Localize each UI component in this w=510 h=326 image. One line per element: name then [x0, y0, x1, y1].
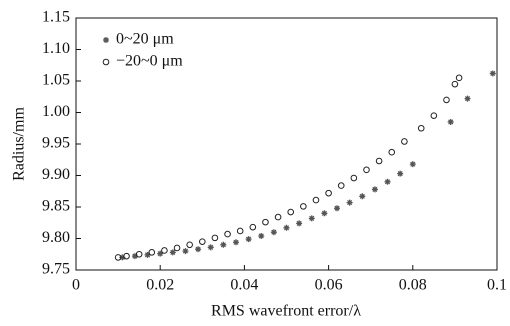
- scatter-point: [296, 220, 303, 227]
- scatter-point: [135, 250, 143, 258]
- scatter-point: [182, 248, 189, 255]
- scatter-point: [232, 239, 239, 246]
- legend-label: −20~0 μm: [116, 53, 183, 70]
- scatter-point: [401, 138, 408, 145]
- y-tick-label: 9.80: [42, 229, 70, 246]
- scatter-point: [195, 246, 202, 253]
- scatter-point: [144, 251, 151, 258]
- y-axis-label: Radius/mm: [11, 107, 28, 181]
- scatter-point: [359, 193, 366, 200]
- scatter-point: [131, 253, 138, 260]
- scatter-point: [464, 95, 471, 102]
- y-tick-label: 1.05: [42, 72, 70, 89]
- scatter-point: [409, 161, 416, 168]
- scatter-point: [258, 232, 265, 239]
- scatter-point: [173, 244, 181, 252]
- legend-marker: [102, 58, 110, 66]
- scatter-point: [249, 223, 257, 231]
- x-axis-label: RMS wavefront error/λ: [211, 303, 361, 320]
- scatter-point: [334, 205, 341, 212]
- scatter-point: [321, 210, 328, 217]
- scatter-point: [337, 182, 345, 189]
- x-tick-label: 0.02: [146, 277, 174, 294]
- x-tick-label: 0.06: [315, 277, 343, 294]
- scatter-point: [451, 80, 459, 88]
- y-tick-label: 1.00: [42, 103, 70, 120]
- y-tick-label: 9.90: [42, 166, 70, 183]
- y-tick-label: 9.85: [42, 198, 70, 215]
- scatter-point: [325, 189, 332, 197]
- scatter-point: [283, 224, 290, 231]
- scatter-point: [417, 124, 425, 132]
- scatter-point: [270, 229, 277, 236]
- scatter-point: [430, 112, 438, 119]
- scatter-point: [350, 174, 358, 182]
- scatter-point: [388, 148, 396, 156]
- y-tick-label: 9.95: [42, 135, 70, 152]
- x-tick-label: 0.1: [487, 277, 507, 294]
- scatter-point: [207, 244, 214, 251]
- x-tick-label: 0: [72, 277, 80, 294]
- scatter-point: [245, 236, 252, 243]
- scatter-point: [375, 157, 383, 165]
- scatter-point: [308, 215, 315, 222]
- scatter-point: [199, 238, 206, 245]
- scatter-point: [300, 203, 307, 210]
- x-tick-label: 0.04: [230, 277, 258, 294]
- scatter-point: [489, 70, 496, 77]
- scatter-point: [220, 241, 227, 248]
- scatter-point: [274, 213, 282, 221]
- scatter-point: [123, 252, 130, 260]
- scatter-point: [397, 170, 404, 177]
- scatter-point: [186, 241, 193, 249]
- scatter-point: [236, 227, 244, 235]
- scatter-point: [312, 196, 320, 204]
- scatter-point: [384, 178, 391, 185]
- y-tick-label: 9.75: [42, 261, 70, 278]
- scatter-point: [148, 249, 156, 256]
- scatter-point: [443, 96, 450, 104]
- scatter-point: [371, 186, 378, 193]
- scatter-point: [161, 247, 168, 254]
- scatter-point: [114, 254, 122, 261]
- x-tick-label: 0.08: [399, 277, 427, 294]
- legend-label: 0~20 μm: [116, 31, 174, 48]
- scatter-point: [447, 118, 454, 125]
- scatter-point: [262, 218, 269, 226]
- y-tick-label: 1.10: [42, 40, 70, 57]
- scatter-point: [119, 254, 126, 261]
- scatter-point: [224, 230, 231, 238]
- scatter-point: [363, 166, 370, 174]
- scatter-point: [287, 208, 295, 216]
- scatter-point: [346, 199, 353, 206]
- scatter-point: [455, 74, 463, 82]
- legend-marker: [103, 37, 109, 43]
- scatter-point: [169, 249, 176, 256]
- y-tick-label: 1.15: [42, 9, 70, 26]
- scatter-point: [157, 250, 164, 257]
- scatter-point: [211, 234, 219, 242]
